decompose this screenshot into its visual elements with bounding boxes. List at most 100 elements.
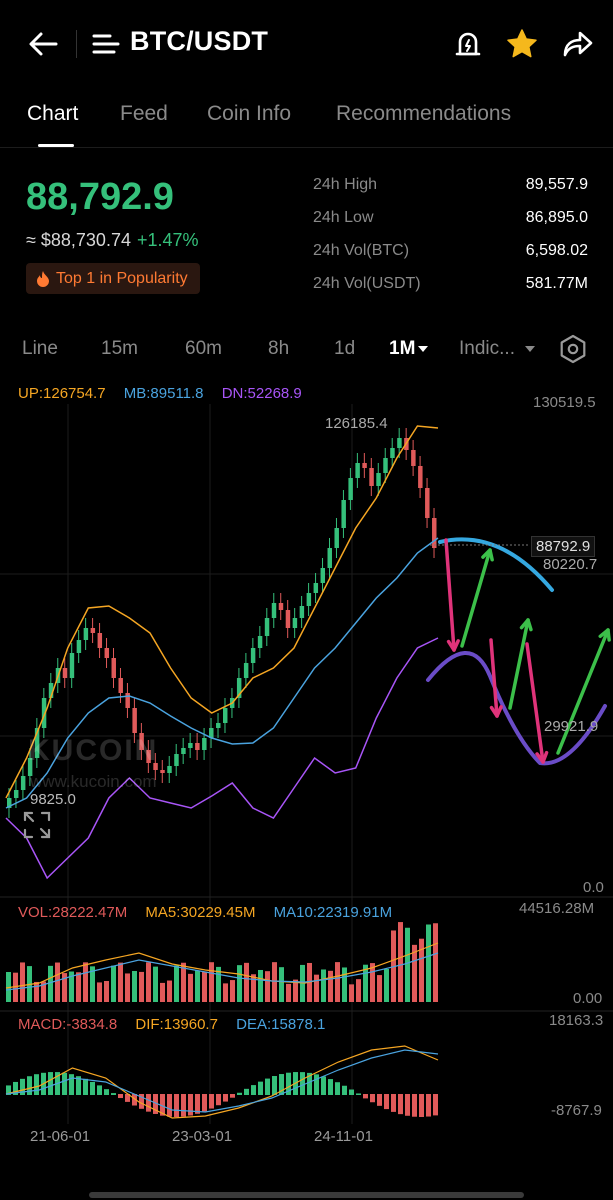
candle-body [174,754,179,766]
volume-bar [181,962,186,1002]
annotation-arrowhead [489,705,503,718]
macd-histogram-bar [356,1093,361,1095]
candle-body [432,518,437,548]
annotation-curve [426,651,607,766]
macd-histogram-bar [300,1072,305,1095]
volume-bar [265,971,270,1002]
tab-recommendations[interactable]: Recommendations [336,102,512,125]
share-icon[interactable] [560,28,594,60]
annotation-arrow [508,618,530,710]
fullscreen-expand-icon[interactable] [22,810,52,840]
volume-ma10-line [5,952,439,991]
volume-bar [426,924,431,1002]
candle-body [320,568,326,583]
macd-histogram-bar [216,1094,221,1106]
volume-bar [174,965,179,1002]
stat-label: 24h Vol(BTC) [313,242,410,259]
volume-bar [286,983,291,1002]
macd-histogram-bar [202,1094,207,1112]
macd-histogram-bar [48,1072,53,1095]
stat-row: 24h Vol(BTC) 6,598.02 [313,242,588,275]
candle-body [160,770,165,773]
candle-body [299,606,305,618]
flame-icon [37,271,49,287]
volume-bar [97,982,102,1002]
stat-row: 24h Low 86,895.0 [313,209,588,242]
candle-body [132,708,137,733]
tab-coin-info[interactable]: Coin Info [207,102,292,125]
candle-body [411,450,416,466]
volume-bar [223,983,228,1002]
annotation-arrow [444,538,456,652]
price-axis-low: 29921.9 [544,718,599,735]
volume-bar [111,965,116,1002]
macd-histogram-bar [181,1094,186,1117]
volume-bar [195,970,200,1002]
chart-settings-icon[interactable] [558,334,588,364]
stat-row: 24h High 89,557.9 [313,176,588,209]
macd-histogram-bar [335,1082,340,1095]
candle-body [334,528,339,548]
popularity-badge[interactable]: Top 1 in Popularity [26,263,200,294]
macd-histogram-bar [328,1079,333,1095]
volume-bar [104,981,109,1002]
back-arrow-icon[interactable] [26,28,60,60]
macd-axis-top: 18163.3 [549,1012,604,1029]
interval-15m[interactable]: 15m [101,338,138,359]
candle-body [13,790,19,798]
volume-bar [258,969,263,1002]
volume-bar [279,967,284,1002]
annotation-arrowhead [481,548,494,562]
volume-bar [433,923,438,1002]
tab-feed[interactable]: Feed [120,102,168,125]
interval-8h[interactable]: 8h [268,338,290,359]
favorite-star-icon[interactable] [505,27,539,61]
fiat-price: ≈ $88,730.74 +1.47% [26,230,199,251]
macd-histogram-bar [146,1094,151,1112]
volume-bar [293,979,298,1002]
indicators-dropdown[interactable]: Indic... [459,338,535,360]
interval-1d[interactable]: 1d [334,338,356,359]
ma10-label: MA10:22319.91M [273,904,393,921]
pair-title[interactable]: BTC/USDT [130,26,269,56]
macd-histogram-bar [230,1094,235,1098]
macd-histogram-bar [279,1074,284,1095]
boll-middle-line [5,537,439,809]
macd-histogram-bar [76,1076,81,1095]
macd-histogram-bar [419,1094,424,1117]
price-alert-icon[interactable] [452,28,484,60]
volume-bar [160,982,165,1002]
tab-chart[interactable]: Chart [27,102,79,125]
candle-body [195,743,200,750]
price-axis-zero: 0.0 [583,879,604,896]
volume-bar [230,980,235,1002]
interval-line[interactable]: Line [22,338,58,359]
interval-60m[interactable]: 60m [185,338,222,359]
candle-body [34,728,40,758]
volume-bar [48,965,53,1002]
boll-up-label: UP:126754.7 [18,385,106,402]
macd-histogram-bar [272,1076,277,1095]
candle-body [243,663,249,678]
macd-histogram-bar [195,1094,200,1114]
volume-bar [153,966,158,1002]
candle-body [7,798,12,808]
volume-bar [349,984,354,1002]
macd-histogram-bar [160,1094,165,1116]
volume-bar [328,970,333,1002]
candle-body [327,548,332,568]
menu-icon[interactable] [92,32,120,56]
candle-body [348,478,353,500]
macd-histogram-bar [265,1078,270,1095]
volume-bar [188,973,193,1002]
price-chart[interactable] [0,378,613,1158]
macd-histogram-bar [405,1094,410,1116]
candle-body [146,750,151,763]
high-marker-label: 126185.4 [325,415,388,432]
stat-label: 24h High [313,176,378,193]
macd-histogram-bar [384,1094,389,1110]
macd-histogram-bar [426,1094,431,1117]
interval-1m[interactable]: 1M [389,338,429,360]
macd-dea-line [5,1049,439,1113]
chevron-down-icon [418,345,429,352]
